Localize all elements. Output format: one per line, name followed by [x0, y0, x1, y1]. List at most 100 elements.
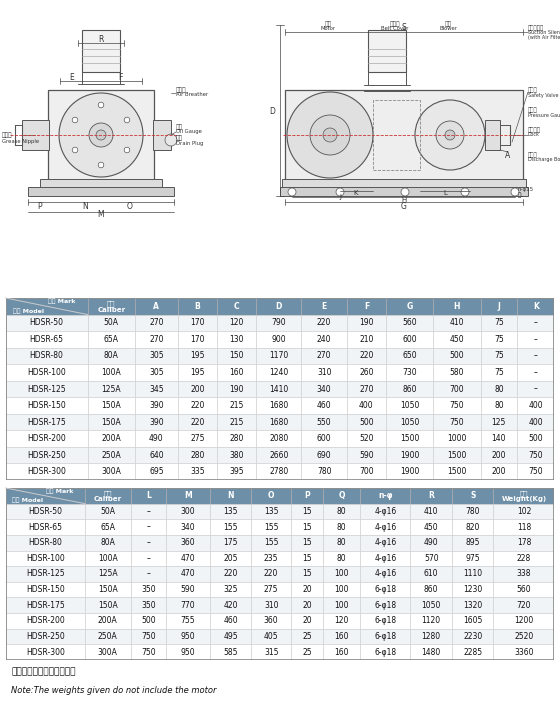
Bar [517, 413, 554, 430]
Bar [410, 550, 452, 567]
Bar [361, 613, 410, 629]
Bar [433, 347, 480, 364]
Text: E: E [69, 74, 74, 83]
Bar [251, 503, 291, 519]
Bar [291, 629, 323, 644]
Text: 130: 130 [229, 335, 244, 344]
Bar [480, 447, 517, 463]
Text: 750: 750 [450, 401, 464, 410]
Text: 580: 580 [450, 368, 464, 377]
Bar [517, 463, 554, 480]
Bar [130, 567, 166, 582]
Text: HDSR-80: HDSR-80 [30, 352, 63, 360]
Text: HDSR-100: HDSR-100 [27, 368, 66, 377]
Text: 75: 75 [494, 352, 504, 360]
Bar [135, 298, 178, 314]
Text: 490: 490 [149, 434, 164, 443]
Bar [301, 347, 347, 364]
Text: 2230: 2230 [463, 632, 482, 641]
Bar [493, 567, 554, 582]
Bar [493, 535, 554, 550]
Bar [178, 298, 217, 314]
Bar [301, 463, 347, 480]
Text: P: P [304, 491, 310, 501]
Bar [493, 644, 554, 660]
Circle shape [461, 188, 469, 196]
Text: 風機: 風機 [445, 21, 451, 27]
Bar [256, 331, 301, 347]
Bar [85, 488, 130, 503]
Bar [6, 488, 85, 503]
Bar [480, 430, 517, 447]
Text: 100: 100 [334, 569, 349, 578]
Text: 400: 400 [359, 401, 374, 410]
Bar [323, 488, 361, 503]
Bar [410, 519, 452, 535]
Text: HDSR-150: HDSR-150 [27, 401, 66, 410]
Bar [6, 380, 87, 397]
Text: 305: 305 [149, 352, 164, 360]
Bar [301, 430, 347, 447]
Bar [217, 298, 256, 314]
Bar [347, 364, 386, 380]
Bar [410, 582, 452, 597]
Text: 270: 270 [317, 352, 332, 360]
Bar [178, 447, 217, 463]
Text: 型式 Model: 型式 Model [13, 308, 44, 314]
Text: 3360: 3360 [514, 648, 534, 656]
Bar [178, 380, 217, 397]
Text: 1605: 1605 [463, 616, 482, 625]
Text: 重量: 重量 [520, 490, 528, 497]
Text: 170: 170 [190, 318, 204, 327]
Bar [386, 430, 433, 447]
Text: 560: 560 [516, 585, 531, 594]
Bar [323, 567, 361, 582]
Text: 15: 15 [302, 507, 312, 516]
Text: 油標: 油標 [176, 124, 183, 130]
Text: E: E [321, 302, 327, 311]
Text: 310: 310 [264, 601, 278, 610]
Text: HDSR-100: HDSR-100 [26, 554, 64, 563]
Text: 170: 170 [190, 335, 204, 344]
Text: –: – [534, 385, 538, 394]
Circle shape [336, 188, 344, 196]
Text: HDSR-150: HDSR-150 [26, 585, 64, 594]
Text: 1050: 1050 [400, 418, 419, 427]
Text: 640: 640 [149, 451, 164, 460]
Circle shape [72, 147, 78, 153]
Bar [256, 298, 301, 314]
Text: 770: 770 [181, 601, 195, 610]
Text: 380: 380 [229, 451, 244, 460]
Bar [347, 314, 386, 331]
Text: 150A: 150A [98, 585, 118, 594]
Text: 900: 900 [272, 335, 286, 344]
Bar [130, 488, 166, 503]
Text: D: D [269, 107, 275, 116]
Bar [6, 644, 85, 660]
Bar [217, 347, 256, 364]
Text: 500: 500 [529, 434, 543, 443]
Text: HDSR-300: HDSR-300 [26, 648, 64, 656]
Text: 155: 155 [264, 522, 278, 531]
Bar [323, 503, 361, 519]
Text: 755: 755 [181, 616, 195, 625]
Bar [6, 582, 85, 597]
Bar [166, 503, 210, 519]
Text: 400: 400 [529, 401, 543, 410]
Text: 720: 720 [517, 601, 531, 610]
Text: 118: 118 [517, 522, 531, 531]
Text: 1240: 1240 [269, 368, 288, 377]
Bar [480, 331, 517, 347]
Bar [347, 331, 386, 347]
Text: 280: 280 [229, 434, 244, 443]
Text: 178: 178 [517, 538, 531, 548]
Text: 195: 195 [190, 368, 204, 377]
Text: 25: 25 [302, 632, 312, 641]
Text: 175: 175 [223, 538, 238, 548]
Text: R: R [99, 36, 104, 44]
Bar [480, 298, 517, 314]
Text: 80: 80 [337, 554, 347, 563]
Text: HDSR-50: HDSR-50 [30, 318, 64, 327]
Text: A: A [153, 302, 159, 311]
Text: 300A: 300A [101, 468, 121, 476]
